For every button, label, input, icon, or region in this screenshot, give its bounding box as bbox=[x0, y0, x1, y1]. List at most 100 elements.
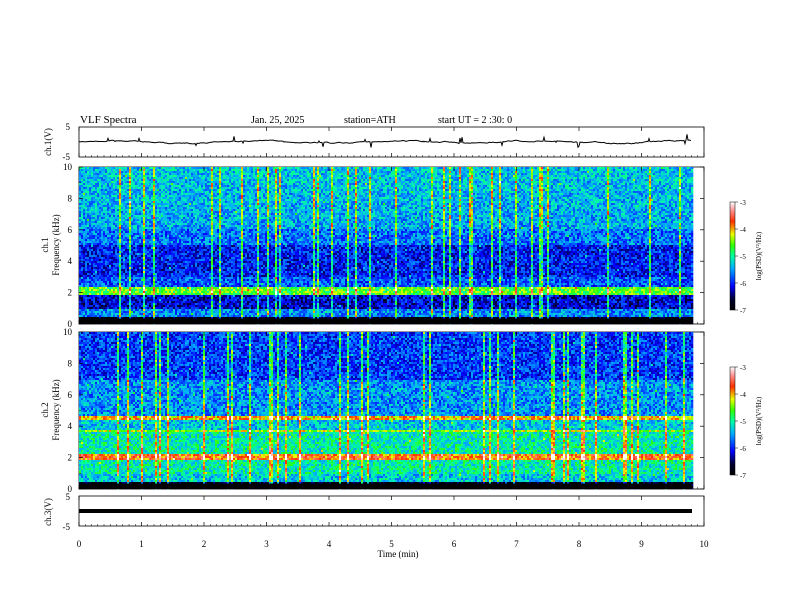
spectrogram-cell bbox=[589, 181, 591, 183]
spectrogram-cell bbox=[239, 179, 241, 181]
spectrogram-cell bbox=[375, 171, 377, 173]
spectrogram-cell bbox=[451, 179, 453, 181]
spectrogram-cell bbox=[235, 171, 237, 173]
spectrogram-cell bbox=[655, 177, 657, 179]
spectrogram-cell bbox=[299, 177, 301, 179]
spectrogram-cell bbox=[201, 167, 203, 169]
spectrogram-cell bbox=[671, 167, 673, 169]
spectrogram-cell bbox=[603, 175, 605, 177]
spectrogram-cell bbox=[103, 171, 105, 173]
spectrogram-cell bbox=[235, 169, 237, 171]
spectrogram-cell bbox=[587, 171, 589, 173]
spectrogram-cell bbox=[687, 179, 689, 181]
spectrogram-cell bbox=[297, 179, 299, 181]
spectrogram-cell bbox=[275, 171, 277, 173]
spectrogram-cell bbox=[687, 171, 689, 173]
spectrogram-cell bbox=[403, 177, 405, 179]
spectrogram-cell bbox=[357, 175, 359, 177]
spectrogram-cell bbox=[541, 179, 543, 181]
spectrogram-cell bbox=[433, 177, 435, 179]
spectrogram-cell bbox=[227, 177, 229, 179]
spectrogram-cell bbox=[365, 171, 367, 173]
spectrogram-cell bbox=[251, 181, 253, 183]
spectrogram-cell bbox=[367, 169, 369, 171]
spectrogram-cell bbox=[227, 171, 229, 173]
spectrogram-cell bbox=[459, 167, 461, 169]
spectrogram-cell bbox=[337, 181, 339, 183]
spectrogram-cell bbox=[425, 167, 427, 169]
spectrogram-cell bbox=[603, 167, 605, 169]
spectrogram-cell bbox=[311, 175, 313, 177]
spectrogram-cell bbox=[411, 179, 413, 181]
spectrogram-cell bbox=[295, 177, 297, 179]
spectrogram-cell bbox=[241, 173, 243, 175]
spectrogram-cell bbox=[649, 167, 651, 169]
spectrogram-cell bbox=[423, 169, 425, 171]
spectrogram-cell bbox=[437, 169, 439, 171]
spectrogram-cell bbox=[689, 167, 691, 169]
spectrogram-cell bbox=[367, 171, 369, 173]
ch1-spectrogram-panel: 1086420 ch.1 Frequency (kHz) -3-4-5-6-7 … bbox=[40, 162, 763, 329]
spectrogram-cell bbox=[667, 167, 669, 169]
spectrogram-cell bbox=[515, 171, 517, 173]
spectrogram-cell bbox=[489, 167, 491, 169]
spectrogram-cell bbox=[671, 179, 673, 181]
spectrogram-cell bbox=[135, 177, 137, 179]
spectrogram-cell bbox=[573, 173, 575, 175]
spectrogram-cell bbox=[617, 171, 619, 173]
spectrogram-cell bbox=[211, 177, 213, 179]
spectrogram-cell bbox=[301, 171, 303, 173]
spectrogram-cell bbox=[531, 179, 533, 181]
spectrogram-cell bbox=[303, 169, 305, 171]
spectrogram-cell bbox=[289, 183, 291, 185]
spectrogram-cell bbox=[95, 171, 97, 173]
spectrogram-cell bbox=[157, 179, 159, 181]
spectrogram-cell bbox=[135, 167, 137, 169]
spectrogram-cell bbox=[545, 169, 547, 171]
spectrogram-cell bbox=[189, 167, 191, 169]
spectrogram-cell bbox=[95, 175, 97, 177]
spectrogram-cell bbox=[463, 177, 465, 179]
spectrogram-cell bbox=[357, 171, 359, 173]
spectrogram-cell bbox=[401, 171, 403, 173]
spectrogram-cell bbox=[671, 175, 673, 177]
spectrogram-cell bbox=[583, 177, 585, 179]
spectrogram-cell bbox=[331, 175, 333, 177]
spectrogram-cell bbox=[377, 173, 379, 175]
spectrogram-cell bbox=[347, 179, 349, 181]
spectrogram-cell bbox=[595, 179, 597, 181]
spectrogram-cell bbox=[465, 181, 467, 183]
spectrogram-cell bbox=[559, 171, 561, 173]
spectrogram-cell bbox=[511, 177, 513, 179]
spectrogram-cell bbox=[439, 171, 441, 173]
spectrogram-cell bbox=[615, 179, 617, 181]
spectrogram-cell bbox=[371, 171, 373, 173]
spectrogram-cell bbox=[235, 173, 237, 175]
spectrogram-cell bbox=[463, 169, 465, 171]
spectrogram-cell bbox=[379, 167, 381, 169]
spectrogram-cell bbox=[339, 177, 341, 179]
spectrogram-cell bbox=[267, 173, 269, 175]
spectrogram-cell bbox=[389, 173, 391, 175]
spectrogram-cell bbox=[149, 169, 151, 171]
spectrogram-cell bbox=[347, 173, 349, 175]
spectrogram-cell bbox=[401, 181, 403, 183]
spectrogram-cell bbox=[621, 171, 623, 173]
spectrogram-cell bbox=[675, 179, 677, 181]
spectrogram-cell bbox=[343, 171, 345, 173]
spectrogram-cell bbox=[691, 173, 693, 175]
spectrogram-cell bbox=[355, 179, 357, 181]
spectrogram-cell bbox=[193, 179, 195, 181]
spectrogram-cell bbox=[615, 167, 617, 169]
spectrogram-cell bbox=[417, 167, 419, 169]
spectrogram-cell bbox=[487, 179, 489, 181]
spectrogram-cell bbox=[667, 173, 669, 175]
spectrogram-cell bbox=[425, 175, 427, 177]
spectrogram-cell bbox=[191, 169, 193, 171]
spectrogram-cell bbox=[123, 177, 125, 179]
spectrogram-cell bbox=[321, 169, 323, 171]
spectrogram-cell bbox=[619, 179, 621, 181]
spectrogram-cell bbox=[99, 173, 101, 175]
spectrogram-cell bbox=[215, 181, 217, 183]
spectrogram-cell bbox=[251, 171, 253, 173]
